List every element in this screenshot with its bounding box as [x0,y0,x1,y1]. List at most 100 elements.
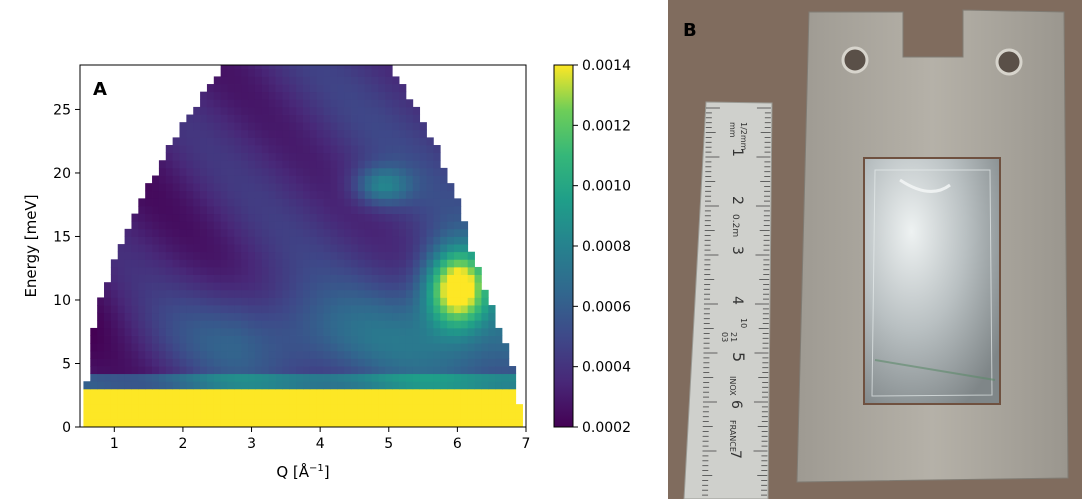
heatmap-cell [474,289,482,298]
heatmap-cell [419,373,427,382]
heatmap-cell [282,373,290,382]
heatmap-cell [481,381,489,390]
heatmap-cell [124,259,132,268]
heatmap-cell [488,381,496,390]
heatmap-cell [392,160,400,169]
heatmap-cell [330,167,338,176]
heatmap-cell [145,259,153,268]
heatmap-cell [220,274,228,283]
heatmap-cell [405,137,414,146]
heatmap-cell [371,343,379,352]
heatmap-cell [254,381,263,390]
heatmap-cell [275,388,283,397]
heatmap-cell [330,259,338,268]
heatmap-cell [344,388,352,397]
heatmap-cell [433,305,441,314]
heatmap-cell [337,175,345,184]
heatmap-cell [282,167,290,176]
heatmap-cell [508,396,517,405]
heatmap-cell [364,198,373,207]
heatmap-cell [460,388,469,397]
heatmap-cell [145,274,153,283]
heatmap-cell [303,137,311,146]
heatmap-cell [330,327,338,336]
heatmap-cell [234,259,242,268]
heatmap-cell [268,251,276,260]
heatmap-cell [385,358,393,367]
heatmap-cell [275,76,283,85]
heatmap-cell [357,68,366,77]
heatmap-cell [117,297,125,306]
heatmap-cell [289,251,297,260]
heatmap-cell [138,381,146,390]
heatmap-cell [138,297,146,306]
heatmap-cell [351,205,359,215]
heatmap-cell [241,251,249,260]
heatmap-cell [433,404,441,413]
heatmap-cell [303,358,311,367]
heatmap-cell [378,419,386,427]
heatmap-cell [213,305,222,314]
ruler-marking-10: 10 [739,318,748,328]
heatmap-cell [351,259,359,268]
heatmap-cell [241,65,249,70]
heatmap-cell [193,251,201,260]
heatmap-cell [344,396,352,405]
heatmap-cell [467,312,475,321]
heatmap-cell [337,205,345,215]
heatmap-cell [227,274,235,283]
heatmap-cell [364,350,373,359]
heatmap-cell [261,305,270,314]
heatmap-cell [124,350,132,359]
heatmap-cell [364,366,373,375]
heatmap-cell [289,350,297,359]
heatmap-cell [268,167,276,176]
heatmap-cell [296,419,304,427]
heatmap-cell [412,396,421,405]
heatmap-cell [440,305,448,314]
heatmap-cell [303,259,311,268]
heatmap-cell [206,404,215,413]
heatmap-cell [378,145,386,154]
heatmap-cell [337,343,345,352]
heatmap-cell [467,251,475,260]
heatmap-cell [316,190,324,199]
heatmap-cell [282,68,290,77]
heatmap-cell [316,236,324,245]
heatmap-cell [385,396,393,405]
heatmap-cell [275,99,283,108]
heatmap-cell [165,205,174,215]
heatmap-cell [316,259,324,268]
heatmap-cell [453,305,462,314]
heatmap-cell [344,297,352,306]
heatmap-cell [344,175,352,184]
heatmap-cell [165,419,174,427]
heatmap-cell [179,350,187,359]
heatmap-cell [405,205,414,215]
heatmap-cell [213,205,222,215]
heatmap-cell [351,221,359,230]
heatmap-cell [323,99,331,108]
heatmap-cell [206,198,215,207]
heatmap-cell [467,350,475,359]
heatmap-cell [392,236,400,245]
heatmap-cell [296,396,304,405]
heatmap-cell [309,251,318,260]
heatmap-cell [234,106,242,115]
heatmap-cell [323,228,331,237]
heatmap-cell [330,396,338,405]
heatmap-cell [241,160,249,169]
heatmap-cell [405,228,414,237]
heatmap-cell [282,297,290,306]
heatmap-cell [385,335,393,344]
heatmap-cell [206,259,215,268]
heatmap-cell [330,152,338,161]
heatmap-cell [213,320,222,329]
heatmap-cell [488,396,496,405]
heatmap-cell [399,350,407,359]
heatmap-cell [474,274,482,283]
heatmap-cell [282,228,290,237]
heatmap-cell [447,183,455,192]
heatmap-cell [351,152,359,161]
heatmap-cell [309,145,318,154]
